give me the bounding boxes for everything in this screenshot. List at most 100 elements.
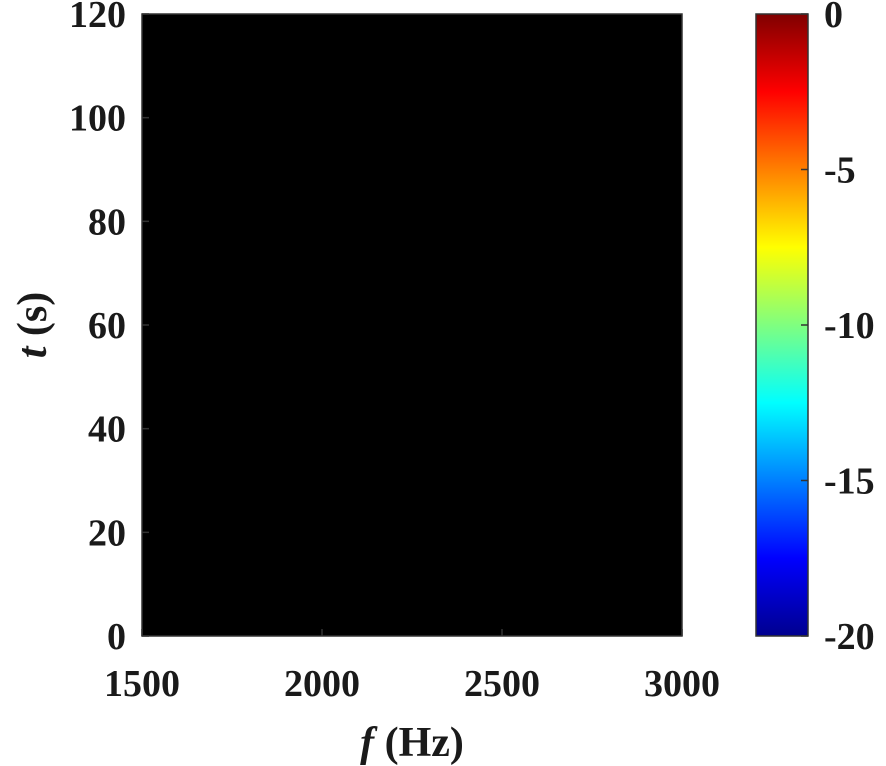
heatmap-cell [467, 540, 473, 547]
heatmap-cell [662, 425, 668, 431]
heatmap-cell [202, 420, 208, 426]
heatmap-cell [257, 525, 263, 532]
heatmap-cell [452, 495, 458, 501]
heatmap-cell [262, 510, 268, 517]
heatmap-cell [332, 490, 338, 496]
heatmap-cell [262, 530, 268, 537]
heatmap-cell [512, 575, 518, 582]
heatmap-cell [272, 510, 278, 517]
heatmap-cell [367, 495, 373, 501]
heatmap-cell [477, 575, 483, 582]
heatmap-cell [322, 565, 328, 572]
heatmap-cell [357, 475, 363, 481]
heatmap-cell [677, 630, 682, 636]
heatmap-cell [597, 465, 603, 471]
heatmap-cell [242, 560, 248, 567]
heatmap-cell [547, 435, 553, 441]
heatmap-cell [377, 630, 383, 636]
heatmap-cell [672, 565, 678, 572]
heatmap-cell [522, 520, 528, 527]
heatmap-cell [207, 545, 213, 552]
heatmap-cell [352, 510, 358, 517]
heatmap-cell [597, 420, 603, 426]
heatmap-cell [412, 405, 418, 411]
heatmap-cell [317, 475, 323, 481]
heatmap-cell [652, 500, 658, 506]
heatmap-cell [447, 600, 453, 607]
heatmap-cell [197, 610, 203, 617]
heatmap-cell [152, 550, 158, 557]
heatmap-cell [182, 475, 188, 481]
heatmap-cell [282, 485, 288, 491]
heatmap-cell [652, 575, 658, 582]
heatmap-cell [267, 530, 273, 537]
heatmap-cell [227, 555, 233, 562]
heatmap-cell [267, 515, 273, 522]
heatmap-cell [512, 485, 518, 491]
heatmap-cell [382, 435, 388, 441]
heatmap-cell [272, 530, 278, 537]
heatmap-cell [202, 430, 208, 436]
heatmap-cell [297, 515, 303, 522]
heatmap-cell [307, 625, 313, 632]
heatmap-cell [617, 605, 623, 612]
heatmap-cell [522, 510, 528, 517]
heatmap-cell [372, 565, 378, 572]
heatmap-cell [172, 405, 178, 411]
heatmap-cell [282, 510, 288, 517]
heatmap-cell [452, 625, 458, 632]
heatmap-cell [157, 415, 163, 421]
heatmap-cell [152, 630, 158, 636]
heatmap-cell [537, 510, 543, 517]
heatmap-cell [587, 565, 593, 572]
heatmap-cell [237, 520, 243, 527]
heatmap-cell [527, 460, 533, 466]
heatmap-cell [292, 565, 298, 572]
heatmap-cell [172, 575, 178, 582]
heatmap-cell [242, 400, 248, 406]
heatmap-cell [527, 570, 533, 577]
heatmap-cell [512, 550, 518, 557]
heatmap-cell [432, 605, 438, 612]
heatmap-cell [432, 440, 438, 446]
heatmap-cell [297, 605, 303, 612]
heatmap-cell [162, 410, 168, 416]
heatmap-cell [667, 485, 673, 491]
heatmap-cell [422, 520, 428, 527]
heatmap-cell [322, 600, 328, 607]
heatmap-cell [632, 510, 638, 517]
heatmap-cell [517, 590, 523, 597]
heatmap-cell [597, 630, 603, 636]
heatmap-cell [672, 440, 678, 446]
heatmap-cell [192, 550, 198, 557]
heatmap-cell [222, 615, 228, 622]
heatmap-cell [312, 580, 318, 587]
heatmap-cell [277, 480, 283, 486]
heatmap-cell [607, 540, 613, 547]
heatmap-cell [422, 625, 428, 632]
heatmap-cell [192, 410, 198, 416]
heatmap-cell [557, 435, 563, 441]
heatmap-cell [467, 445, 473, 451]
heatmap-cell [172, 625, 178, 632]
heatmap-cell [342, 605, 348, 612]
heatmap-cell [622, 615, 628, 622]
heatmap-cell [617, 615, 623, 622]
heatmap-cell [352, 525, 358, 532]
heatmap-cell [572, 515, 578, 522]
heatmap-cell [502, 505, 508, 511]
heatmap-cell [312, 610, 318, 617]
heatmap-cell [527, 425, 533, 431]
heatmap-cell [262, 490, 268, 496]
heatmap-cell [142, 585, 148, 592]
heatmap-cell [167, 455, 173, 461]
heatmap-cell [527, 445, 533, 451]
heatmap-cell [252, 615, 258, 622]
heatmap-cell [307, 495, 313, 501]
heatmap-cell [672, 540, 678, 547]
heatmap-cell [532, 550, 538, 557]
heatmap-cell [167, 480, 173, 486]
heatmap-cell [532, 510, 538, 517]
heatmap-cell [182, 570, 188, 577]
heatmap-cell [167, 545, 173, 552]
